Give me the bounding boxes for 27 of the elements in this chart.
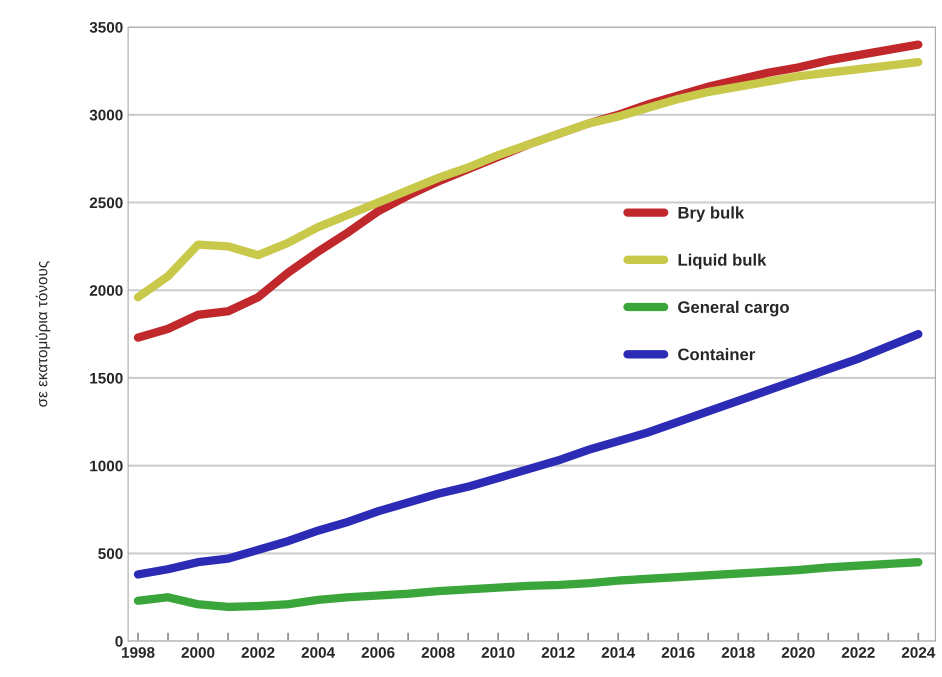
x-tick-label: 2020 xyxy=(782,647,815,658)
x-tick-label: 2002 xyxy=(242,647,274,658)
x-tick-label: 2006 xyxy=(362,647,395,658)
x-tick-label: 2012 xyxy=(542,647,575,658)
x-tick-label: 2000 xyxy=(182,647,214,658)
legend-label: Bry bulk xyxy=(678,206,744,222)
x-tick-label: 1998 xyxy=(122,647,155,658)
y-tick-label: 0 xyxy=(115,636,123,647)
x-tick-label: 2022 xyxy=(842,647,875,658)
x-tick-label: 2018 xyxy=(722,647,755,658)
x-tick-label: 2008 xyxy=(422,647,455,658)
x-tick-label: 2010 xyxy=(482,647,515,658)
legend-label: Container xyxy=(678,348,756,360)
y-tick-label: 3500 xyxy=(90,22,123,33)
legend-label: General cargo xyxy=(678,300,789,316)
x-tick-label: 2024 xyxy=(902,647,936,658)
y-tick-label: 3000 xyxy=(90,110,123,121)
y-tick-label: 1000 xyxy=(90,460,123,472)
y-axis-title: σε εκατομύρια τόνους xyxy=(36,261,50,407)
y-tick-label: 2500 xyxy=(90,197,123,208)
y-tick-label: 500 xyxy=(98,548,123,560)
x-tick-label: 2016 xyxy=(662,647,695,658)
y-tick-label: 1500 xyxy=(90,372,123,384)
x-tick-label: 2004 xyxy=(302,647,335,658)
x-tick-label: 2014 xyxy=(602,647,636,658)
y-tick-label: 2000 xyxy=(90,285,123,296)
legend-label: Liquid bulk xyxy=(678,254,766,270)
